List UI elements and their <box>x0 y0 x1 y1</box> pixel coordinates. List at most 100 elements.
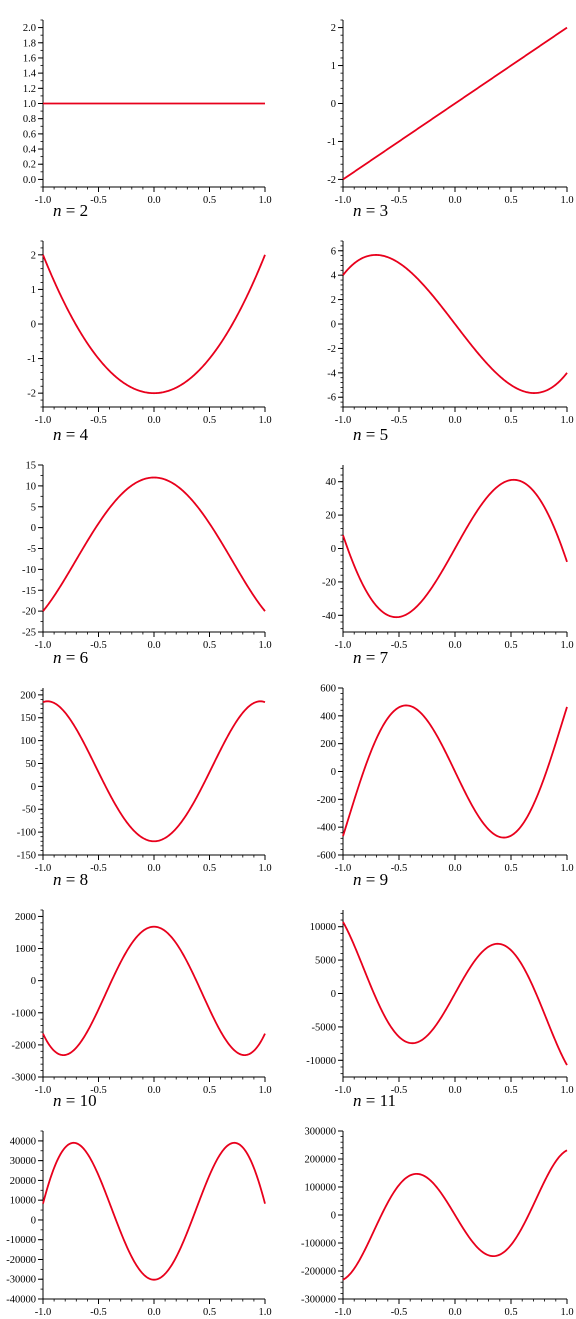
x-tick-label: 0.0 <box>147 1085 160 1096</box>
plot-panel-n9: n = 9 -1.0 -0.5 0.0 0.5 1.0 -10000 -5000 0 5000 10… <box>306 870 576 1097</box>
y-tick-label: 2.0 <box>23 23 36 34</box>
y-tick-label: 2000 <box>15 912 36 923</box>
plot-svg: -1.0 -0.5 0.0 0.5 1.0 0.0 0.2 0.4 0.6 0.8 1.0 1.2 1.… <box>23 19 272 206</box>
plot-svg: -1.0 -0.5 0.0 0.5 1.0 -150 -100 -50 0 50 100 150 200 <box>17 688 272 874</box>
x-tick-label: -1.0 <box>35 415 52 426</box>
y-tick-label: 1.6 <box>23 53 36 64</box>
x-tick-label: -1.0 <box>335 640 352 651</box>
y-tick-label: 0 <box>331 99 336 110</box>
plot-svg: -1.0 -0.5 0.0 0.5 1.0 -2 -1 0 1 2 <box>27 240 272 426</box>
plot-panel-n3: n = 3 -1.0 -0.5 0.0 0.5 1.0 -6 -4 -2 0 2 4 6 <box>323 201 576 427</box>
x-tick-label: 0.5 <box>203 640 216 651</box>
y-tick-label: -1 <box>327 137 336 148</box>
x-tick-label: 0.0 <box>448 415 461 426</box>
series-line <box>42 1141 266 1281</box>
panel-title: n = 9 <box>353 870 389 889</box>
x-tick-label: -0.5 <box>90 195 107 206</box>
y-tick-label: -5 <box>27 544 36 555</box>
plot-panel-n8: n = 8 -1.0 -0.5 0.0 0.5 1.0 -3000 -2000 -1000 0 10… <box>12 870 285 1097</box>
y-tick-label: 10000 <box>10 1196 36 1207</box>
x-tick-label: -1.0 <box>335 195 352 206</box>
x-tick-label: 0.0 <box>448 1085 461 1096</box>
y-tick-label: 20000 <box>10 1176 36 1187</box>
y-tick-label: 0 <box>31 320 36 331</box>
plot-svg: -1.0 -0.5 0.0 0.5 1.0 -40 -20 0 20 40 <box>322 465 574 651</box>
x-tick-label: -1.0 <box>35 195 52 206</box>
x-tick-label: 0.5 <box>203 195 216 206</box>
y-tick-label: 0.6 <box>23 129 36 140</box>
y-tick-label: 200 <box>20 690 36 701</box>
x-tick-label: -0.5 <box>391 640 408 651</box>
series-line <box>342 1149 568 1281</box>
y-tick-label: -10000 <box>6 1235 36 1246</box>
plot-svg: -1.0 -0.5 0.0 0.5 1.0-40000-30000-20000-1000… <box>6 1130 272 1318</box>
y-tick-label: 0.4 <box>23 145 37 156</box>
series-line <box>342 26 568 181</box>
series-line <box>42 700 266 843</box>
y-tick-label: 150 <box>20 713 36 724</box>
y-tick-label: -1 <box>27 354 36 365</box>
plot-svg: -1.0 -0.5 0.0 0.5 1.0 -10000 -5000 0 5000 10000 <box>306 910 574 1096</box>
y-tick-label: 600 <box>320 684 336 695</box>
x-tick-label: 0.5 <box>504 415 517 426</box>
x-tick-label: 0.5 <box>203 863 216 874</box>
x-tick-label: 0.5 <box>203 415 216 426</box>
y-tick-label: 1.0 <box>23 99 36 110</box>
y-tick-label: 4 <box>331 271 337 282</box>
y-tick-label: -2 <box>327 175 336 186</box>
plot-svg: -1.0 -0.5 0.0 0.5 1.0 -2 -1 0 1 2 <box>327 19 574 206</box>
y-tick-label: 0 <box>331 544 336 555</box>
x-tick-label: 1.0 <box>258 640 271 651</box>
x-tick-label: -0.5 <box>391 415 408 426</box>
y-tick-label: 0 <box>331 989 336 1000</box>
y-tick-label: 10 <box>26 481 37 492</box>
y-tick-label: 0 <box>331 320 336 331</box>
panel-title: n = 11 <box>353 1091 396 1110</box>
y-tick-label: -10 <box>22 565 36 576</box>
x-tick-label: 1.0 <box>560 863 573 874</box>
y-tick-label: 20 <box>326 511 337 522</box>
x-tick-label: 0.5 <box>504 195 517 206</box>
y-tick-label: 0.2 <box>23 160 36 171</box>
y-tick-label: 0 <box>31 523 36 534</box>
y-tick-label: 0 <box>31 782 36 793</box>
y-tick-label: -300000 <box>301 1295 336 1306</box>
y-tick-label: 10000 <box>310 922 336 933</box>
series-line <box>42 476 266 612</box>
x-tick-label: 0.5 <box>504 1085 517 1096</box>
x-tick-label: -1.0 <box>35 640 52 651</box>
y-tick-label: 0 <box>331 767 336 778</box>
x-tick-label: 0.0 <box>147 640 160 651</box>
x-tick-label: 0.5 <box>504 640 517 651</box>
series-line <box>342 478 568 619</box>
y-tick-label: -50 <box>22 805 36 816</box>
y-tick-label: -2000 <box>12 1040 37 1051</box>
panel-title: n = 3 <box>353 201 389 220</box>
y-tick-label: -2 <box>327 344 336 355</box>
y-tick-label: 200 <box>320 739 336 750</box>
y-tick-label: 1 <box>331 61 336 72</box>
x-tick-label: 1.0 <box>560 415 573 426</box>
x-tick-label: -1.0 <box>335 863 352 874</box>
y-tick-label: 2 <box>331 23 336 34</box>
x-tick-label: 1.0 <box>258 863 271 874</box>
y-tick-label: 15 <box>26 461 37 472</box>
panel-title: n = 8 <box>53 870 89 889</box>
y-tick-label: 50 <box>26 759 37 770</box>
x-tick-label: -1.0 <box>335 1085 352 1096</box>
series-line <box>342 254 568 394</box>
y-tick-label: 5 <box>31 502 36 513</box>
y-tick-label: 300000 <box>305 1127 337 1138</box>
plot-panel-n5: n = 5 -1.0 -0.5 0.0 0.5 1.0 -40 -20 0 20 40 <box>322 425 576 652</box>
y-tick-label: 200000 <box>305 1155 337 1166</box>
x-tick-label: -0.5 <box>90 863 107 874</box>
series-line <box>342 921 568 1066</box>
y-tick-label: -5000 <box>312 1022 337 1033</box>
plot-panel-n4: n = 4 -1.0 -0.5 0.0 0.5 1.0 -25 -20 -15 -10 -5 0 5 10… <box>22 425 285 652</box>
plot-panel-n6: n = 6 -1.0 -0.5 0.0 0.5 1.0 -150 -100 -50 0 50 100 1… <box>17 648 285 875</box>
plot-panel-n2: n = 2 -1.0 -0.5 0.0 0.5 1.0 -2 -1 0 1 2 <box>23 201 285 427</box>
y-tick-label: -6 <box>327 393 336 404</box>
series-line <box>342 704 568 839</box>
x-tick-label: 1.0 <box>560 195 573 206</box>
